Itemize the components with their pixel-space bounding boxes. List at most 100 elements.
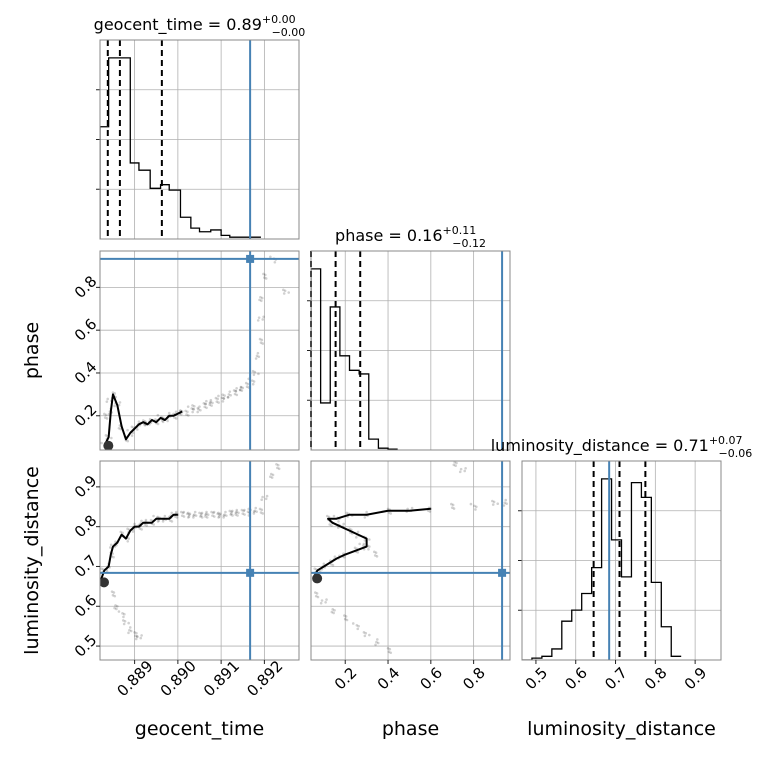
sample-point [410,506,414,510]
sample-point [212,510,216,514]
sample-point [209,400,212,404]
sample-point [156,413,160,417]
sample-point [277,467,281,471]
sample-point [221,393,225,397]
sample-point [333,608,336,612]
sample-point [387,650,391,654]
sample-point [331,563,335,567]
sample-point [129,629,133,633]
sample-point [356,551,360,554]
title-sub: −0.06 [719,447,753,460]
sample-point [192,514,195,517]
sample-point [149,518,153,522]
hist-panel-geocent_time: geocent_time = 0.89+0.00 −0.00 [94,13,305,240]
sample-point [222,516,225,519]
sample-point [237,511,240,515]
sample-point [368,633,371,637]
sample-point [355,623,359,627]
sample-point [332,514,336,518]
sample-point [363,539,367,542]
panel-frame [310,250,511,451]
sample-point [257,372,260,376]
sample-point [244,381,248,385]
sample-point [200,511,204,515]
sample-point [94,420,97,423]
sample-point [271,473,275,477]
sample-point [386,646,390,650]
sample-point [331,608,335,611]
sample-point [260,338,264,342]
y-axis-label-phase: phase [21,322,43,379]
sample-point [204,402,207,406]
sample-point [463,469,467,473]
sample-point [217,511,220,515]
y-tick-label: 0.9 [71,472,101,502]
hist-panel-luminosity_distance: luminosity_distance = 0.71+0.07 −0.06 [491,434,753,661]
sample-point [239,386,243,389]
sample-point [170,520,174,523]
panel-frame [99,250,300,451]
sample-point [105,417,109,420]
sample-point [450,502,453,506]
sample-point [127,631,130,635]
y-tick-label: 0.2 [71,401,101,431]
y-tick-label: 0.8 [71,272,101,302]
sample-point [263,273,267,277]
sample-point [324,600,327,604]
sample-point [257,316,261,319]
sample-point [245,385,249,389]
x-tick-label: 0.4 [374,664,404,694]
sample-point [255,354,259,358]
sample-point [122,622,126,626]
sample-point [269,475,272,479]
sample-point [211,514,214,517]
sample-point [453,461,457,464]
sample-point [166,419,169,423]
sample-point [503,501,507,505]
scatter-panel-geocent_time_vs_luminosity_distance [99,460,300,661]
sample-point [110,436,113,440]
sample-point [252,510,256,513]
title-sup: +0.11 [443,224,477,237]
sample-point [254,506,258,510]
scatter-clip-group [311,461,508,655]
sample-point [112,555,115,559]
sample-point [174,417,178,420]
sample-point [136,428,139,431]
sample-point [204,515,207,518]
sample-point [208,403,212,407]
sample-point [234,513,238,516]
sample-point [133,522,136,526]
sample-point [276,463,280,467]
sample-point [103,416,107,419]
sample-point [241,386,245,390]
density-contour [312,507,431,579]
sample-point [185,413,188,416]
truth-marker [498,568,507,577]
sample-point [127,621,130,625]
sample-point [108,546,112,549]
sample-point [200,516,204,519]
sample-point [100,441,103,445]
sample-point [140,634,143,637]
sample-point [173,515,177,518]
sample-point [123,612,126,616]
sample-point [238,388,242,392]
sample-point [315,592,319,595]
density-peak [100,577,109,588]
sample-point [163,514,167,518]
sample-point [186,410,189,414]
sample-point [187,516,190,519]
sample-point [259,341,263,344]
sample-point [254,357,258,360]
sample-point [454,464,457,467]
sample-point [354,536,358,539]
y-tick-label: 0.6 [71,315,101,345]
sample-point [226,396,230,399]
sample-point [246,510,250,514]
sample-point [330,524,333,527]
sample-point [356,530,360,534]
sample-point [187,513,191,517]
sample-point [330,610,334,614]
sample-point [202,401,206,405]
